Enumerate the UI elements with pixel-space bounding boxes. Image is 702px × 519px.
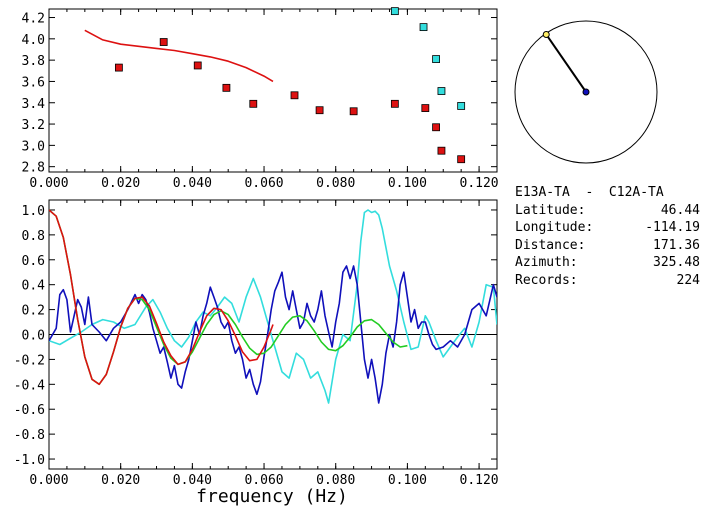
y-tick-label: 0.0 xyxy=(22,329,45,344)
center-marker xyxy=(582,88,590,96)
x-tick-label: 0.100 xyxy=(388,176,427,191)
y-tick-label: -0.8 xyxy=(14,428,45,443)
info-panel: E13A-TA - C12A-TA Latitude: 46.44 Longitud… xyxy=(515,184,700,289)
info-row: Latitude: 46.44 xyxy=(515,202,700,220)
x-tick-label: 0.040 xyxy=(173,176,212,191)
info-label: Records: xyxy=(515,272,578,288)
y-tick-label: 0.8 xyxy=(22,229,45,244)
data-point xyxy=(390,7,399,16)
x-tick-label: 0.000 xyxy=(29,176,68,191)
azimuth-panel xyxy=(514,20,658,164)
data-point xyxy=(421,104,430,112)
x-tick-label: 0.100 xyxy=(388,473,427,488)
data-point xyxy=(249,99,258,108)
info-row: Azimuth: 325.48 xyxy=(515,254,700,272)
series-line-darkblue xyxy=(49,265,497,404)
info-label: Latitude: xyxy=(515,202,586,218)
x-tick-label: 0.020 xyxy=(101,176,140,191)
y-tick-label: 1.0 xyxy=(22,204,45,219)
y-tick-label: -0.2 xyxy=(14,353,45,368)
y-tick-label: 3.6 xyxy=(22,75,45,90)
x-tick-label: 0.040 xyxy=(173,473,212,488)
y-tick-label: 4.2 xyxy=(22,12,45,27)
data-point xyxy=(437,87,446,95)
y-tick-label: 4.0 xyxy=(22,33,45,48)
x-tick-label: 0.020 xyxy=(101,473,140,488)
data-point xyxy=(390,99,399,108)
x-axis-title: frequency (Hz) xyxy=(196,486,348,507)
info-label: Azimuth: xyxy=(515,255,578,270)
info-row: Longitude: -114.19 xyxy=(515,219,700,237)
data-point xyxy=(222,83,231,92)
y-tick-label: -0.6 xyxy=(14,403,45,418)
y-tick-label: -1.0 xyxy=(14,453,45,468)
info-value: 171.36 xyxy=(653,237,700,253)
data-point xyxy=(437,146,446,155)
y-tick-label: 0.2 xyxy=(22,304,45,319)
y-tick-label: 3.8 xyxy=(22,54,45,69)
series-group xyxy=(84,29,274,83)
x-tick-label: 0.060 xyxy=(244,473,283,488)
info-label: Distance: xyxy=(515,237,586,253)
info-row: Records: 224 xyxy=(515,272,700,290)
series-line-red xyxy=(84,29,274,83)
data-point xyxy=(457,102,466,110)
series-line-green xyxy=(49,209,408,386)
y-tick-label: 0.4 xyxy=(22,279,46,294)
info-label: Longitude: xyxy=(515,220,594,235)
series-line-cyan xyxy=(49,209,497,404)
data-point xyxy=(432,123,440,132)
series-group xyxy=(49,209,497,404)
data-point xyxy=(349,107,358,116)
y-tick-label: 2.8 xyxy=(22,161,45,176)
y-tick-label: 0.6 xyxy=(22,254,45,269)
info-value: 325.48 xyxy=(653,255,700,270)
x-tick-label: 0.120 xyxy=(460,473,499,488)
x-tick-label: 0.060 xyxy=(244,176,283,191)
y-tick-label: -0.4 xyxy=(14,378,45,393)
station-marker xyxy=(542,30,550,38)
info-value: -114.19 xyxy=(645,220,700,235)
correlation-panel: 0.000 0.020 0.040 0.060 0.080 0.100 0.120 1.0 0.… xyxy=(14,199,499,488)
x-tick-label: 0.080 xyxy=(316,176,355,191)
info-row: Distance: 171.36 xyxy=(515,237,700,255)
series-line-red xyxy=(49,209,274,386)
y-tick-label: 3.0 xyxy=(22,139,45,154)
x-tick-label: 0.120 xyxy=(460,176,499,191)
data-point xyxy=(159,38,168,46)
x-tick-label: 0.080 xyxy=(316,473,355,488)
data-point xyxy=(457,155,466,164)
plot-frame xyxy=(48,8,498,173)
station-pair-title: E13A-TA - C12A-TA xyxy=(515,185,664,200)
y-tick-label: 3.2 xyxy=(22,118,45,133)
info-value: 224 xyxy=(676,272,700,288)
azimuth-circle xyxy=(514,20,658,164)
data-point xyxy=(193,61,202,70)
y-tick-label: 3.4 xyxy=(22,97,46,112)
info-value: 46.44 xyxy=(660,202,700,218)
dispersion-panel: 0.000 0.020 0.040 0.060 0.080 0.100 0.120 2.8 3.… xyxy=(22,7,499,191)
x-tick-label: 0.000 xyxy=(29,473,68,488)
data-point xyxy=(290,91,299,100)
data-point xyxy=(114,63,123,72)
data-point xyxy=(432,55,440,63)
azimuth-line xyxy=(545,33,587,93)
data-point xyxy=(419,23,428,32)
data-point xyxy=(315,106,324,115)
